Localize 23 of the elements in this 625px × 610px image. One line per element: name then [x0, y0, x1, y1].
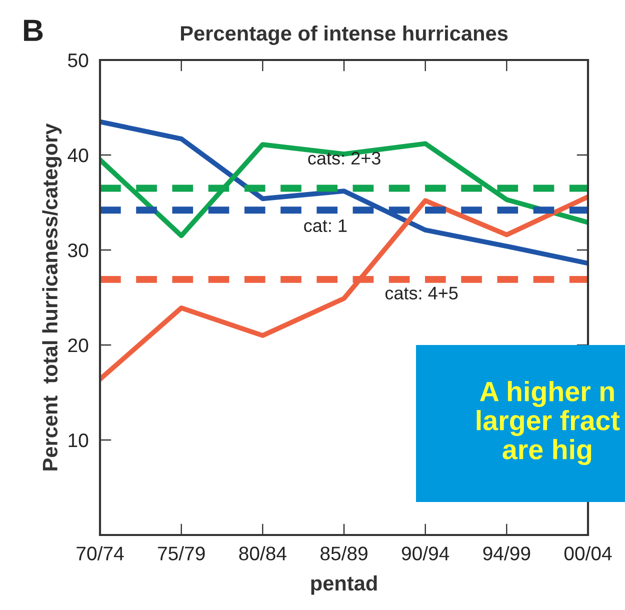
y-tick-label: 50: [68, 53, 88, 68]
annotation: cats: 2+3: [308, 152, 380, 165]
chart-title: Percentage of intense hurricanes: [180, 25, 508, 45]
y-tick-label: 40: [68, 148, 88, 162]
line-series: [100, 194, 588, 382]
line-series: [100, 119, 588, 266]
line-series: [100, 141, 588, 238]
annotation: A higher n larger fract are hig: [476, 380, 620, 466]
x-tick-label: 85/89: [320, 546, 368, 560]
annotation: cats: 4+5: [385, 286, 458, 300]
y-tick-label: 30: [68, 243, 88, 258]
y-axis-title: Percent total hurricaness/category: [42, 123, 62, 470]
x-tick-label: 75/79: [158, 546, 205, 560]
x-tick-label: 94/99: [483, 546, 530, 560]
y-tick-label: 10: [68, 433, 88, 448]
y-tick-label: 20: [68, 338, 88, 352]
text: B: [24, 20, 43, 41]
x-axis-title: pentad: [311, 575, 377, 595]
x-tick-label: 90/94: [402, 546, 450, 560]
annotation: cat: 1: [304, 219, 347, 232]
x-tick-label: 70/74: [76, 546, 124, 560]
x-tick-label: 00/04: [564, 546, 612, 560]
x-tick-label: 80/84: [239, 546, 286, 560]
